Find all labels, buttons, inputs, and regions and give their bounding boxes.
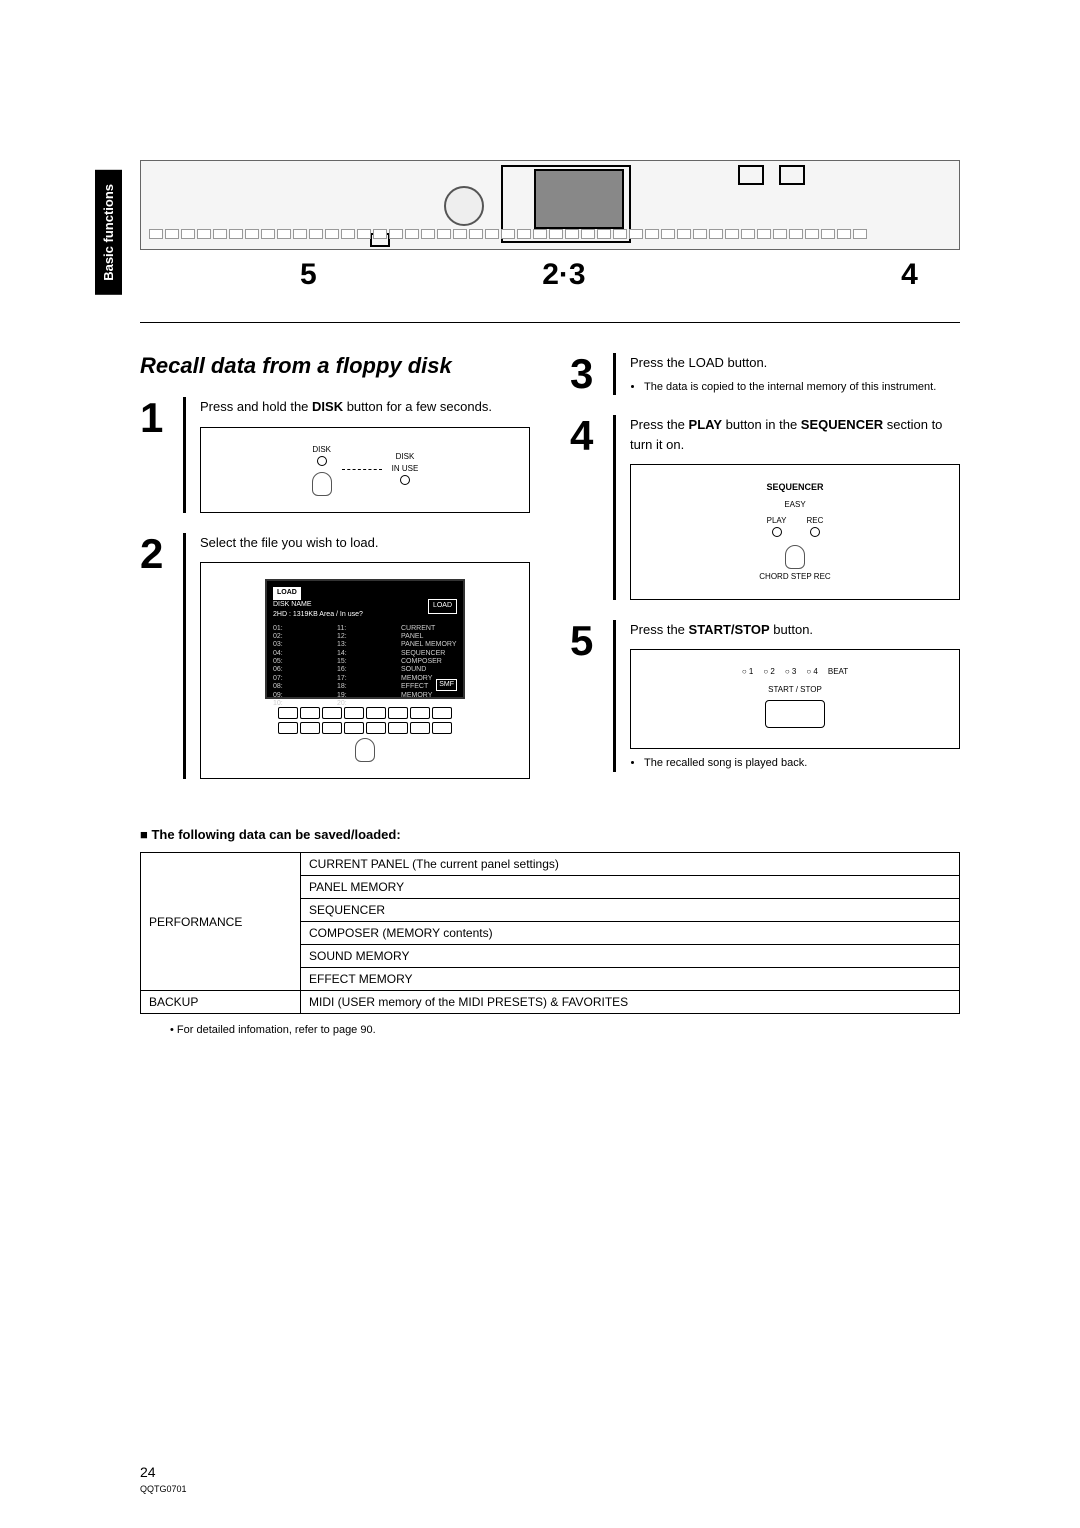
doc-code: QQTG0701 <box>140 1484 187 1494</box>
step-1: 1 Press and hold the DISK button for a f… <box>140 397 530 513</box>
startstop-button-icon <box>765 700 825 728</box>
seq-easy: EASY <box>759 499 830 511</box>
step-4: 4 Press the PLAY button in the SEQUENCER… <box>570 415 960 600</box>
callout-23: 2·3 <box>542 258 585 292</box>
step-4-text-a: Press the <box>630 417 689 432</box>
hand-cursor-icon <box>355 738 375 762</box>
step-5-text-c: button. <box>770 622 813 637</box>
section-title: Recall data from a floppy disk <box>140 353 530 379</box>
sequencer-figure: SEQUENCER EASY PLAY REC <box>630 464 960 600</box>
panel-buttons <box>278 707 452 734</box>
lcd-figure: LOAD DISK NAME 2HD : 1319KB Area / In us… <box>200 562 530 779</box>
step-5-number: 5 <box>570 620 616 772</box>
table-row-backup: MIDI (USER memory of the MIDI PRESETS) &… <box>301 991 960 1014</box>
hand-cursor-icon <box>312 472 332 496</box>
step-1-text-a: Press and hold the <box>200 399 312 414</box>
divider <box>140 322 960 323</box>
table-row: COMPOSER (MEMORY contents) <box>301 922 960 945</box>
lcd-side: CURRENT PANELPANEL MEMORYSEQUENCERCOMPOS… <box>401 625 457 709</box>
step-1-text-c: button for a few seconds. <box>343 399 492 414</box>
seq-play-led-icon <box>772 527 782 537</box>
disk-led-icon <box>317 456 327 466</box>
hand-cursor-icon <box>785 545 805 569</box>
highlight-box-seq <box>738 165 764 185</box>
seq-rec-label: REC <box>806 515 823 527</box>
device-button-row <box>149 229 951 243</box>
step-1-text-b: DISK <box>312 399 343 414</box>
lcd-screen: LOAD DISK NAME 2HD : 1319KB Area / In us… <box>265 579 465 699</box>
beat-label: BEAT <box>828 666 848 678</box>
device-illustration <box>140 160 960 250</box>
lcd-title: LOAD <box>273 587 301 600</box>
step-2-text: Select the file you wish to load. <box>200 535 379 550</box>
lcd-smf: SMF <box>436 679 457 692</box>
step-3-text: Press the LOAD button. <box>630 355 767 370</box>
step-2-number: 2 <box>140 533 186 780</box>
lcd-load-button: LOAD <box>428 599 457 614</box>
step-3-number: 3 <box>570 353 616 395</box>
page-number: 24 <box>140 1464 156 1480</box>
data-table: PERFORMANCE CURRENT PANEL (The current p… <box>140 852 960 1014</box>
step-2: 2 Select the file you wish to load. LOAD… <box>140 533 530 780</box>
step-4-text-d: SEQUENCER <box>801 417 883 432</box>
step-4-text-b: PLAY <box>689 417 722 432</box>
step-5-bullet: The recalled song is played back. <box>644 755 960 772</box>
disk-figure: DISK DISK IN USE <box>200 427 530 513</box>
step-5-text-a: Press the <box>630 622 689 637</box>
step-4-text-c: button in the <box>722 417 801 432</box>
lcd-col1: 01:02:03:04:05:06:07:08:09:10: <box>273 625 329 709</box>
highlight-box-disk <box>779 165 805 185</box>
disk-inuse-label-a: DISK <box>392 451 419 463</box>
table-row: SEQUENCER <box>301 899 960 922</box>
seq-chordstep: CHORD STEP REC <box>759 571 830 583</box>
callout-5: 5 <box>300 258 317 292</box>
step-4-number: 4 <box>570 415 616 600</box>
sub-heading: The following data can be saved/loaded: <box>140 827 960 842</box>
device-knob <box>444 186 484 226</box>
callout-number-row: 5 2·3 4 1 <box>140 258 960 292</box>
table-row: CURRENT PANEL (The current panel setting… <box>301 853 960 876</box>
cell-performance: PERFORMANCE <box>141 853 301 991</box>
startstop-label: START / STOP <box>742 684 848 696</box>
table-note: For detailed infomation, refer to page 9… <box>170 1024 960 1036</box>
step-3-bullet: The data is copied to the internal memor… <box>644 379 960 396</box>
table-row: SOUND MEMORY <box>301 945 960 968</box>
seq-title: SEQUENCER <box>759 481 830 495</box>
callout-4: 4 <box>901 258 918 292</box>
cell-backup: BACKUP <box>141 991 301 1014</box>
step-5: 5 Press the START/STOP button. ○ 1 ○ 2 ○… <box>570 620 960 772</box>
disk-inuse-led-icon <box>400 475 410 485</box>
disk-label: DISK <box>312 444 332 456</box>
step-5-text-b: START/STOP <box>689 622 770 637</box>
table-row: EFFECT MEMORY <box>301 968 960 991</box>
disk-inuse-label-b: IN USE <box>392 463 419 475</box>
seq-play-label: PLAY <box>767 515 787 527</box>
table-row: PANEL MEMORY <box>301 876 960 899</box>
side-tab-basic-functions: Basic functions <box>95 170 122 295</box>
seq-rec-led-icon <box>810 527 820 537</box>
step-3: 3 Press the LOAD button. The data is cop… <box>570 353 960 395</box>
step-1-number: 1 <box>140 397 186 513</box>
lcd-col2: 11:12:13:14:15:16:17:18:19:20: <box>337 625 393 709</box>
startstop-figure: ○ 1 ○ 2 ○ 3 ○ 4 BEAT START / STOP <box>630 649 960 749</box>
